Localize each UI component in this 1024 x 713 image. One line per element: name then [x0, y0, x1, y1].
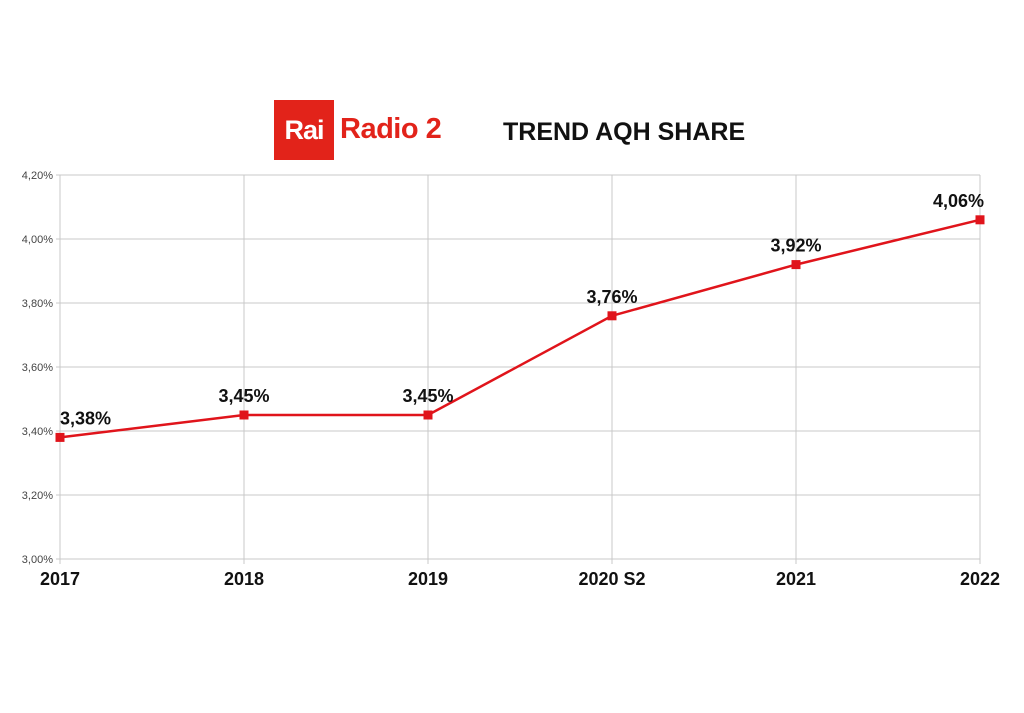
data-point: [423, 410, 433, 420]
y-tick-label: 3,40%: [22, 426, 53, 438]
radio2-logo-text: Radio 2: [340, 113, 442, 145]
data-label: 3,45%: [218, 386, 269, 406]
y-tick-label: 4,00%: [22, 234, 53, 246]
x-tick-label: 2018: [224, 569, 264, 589]
data-point: [607, 311, 617, 321]
y-tick-label: 3,80%: [22, 298, 53, 310]
data-label: 3,45%: [402, 386, 453, 406]
y-tick-label: 3,60%: [22, 362, 53, 374]
series-line: [59, 218, 981, 439]
data-point: [239, 410, 249, 420]
x-tick-label: 2017: [40, 569, 80, 589]
x-tick-label: 2021: [776, 569, 816, 589]
data-label: 4,06%: [933, 191, 984, 211]
x-tick-label: 2019: [408, 569, 448, 589]
rai-logo-box: Rai: [274, 100, 334, 160]
data-label: 3,38%: [60, 408, 111, 428]
data-point: [791, 260, 801, 270]
y-tick-label: 4,20%: [22, 170, 53, 182]
y-tick-label: 3,00%: [22, 554, 53, 566]
data-point: [975, 215, 985, 225]
y-tick-label: 3,20%: [22, 490, 53, 502]
data-point: [55, 432, 65, 442]
x-tick-label: 2020 S2: [578, 569, 645, 589]
data-label: 3,76%: [586, 287, 637, 307]
x-tick-label: 2022: [960, 569, 1000, 589]
data-label: 3,92%: [770, 236, 821, 256]
chart-title: TREND AQH SHARE: [503, 118, 746, 146]
